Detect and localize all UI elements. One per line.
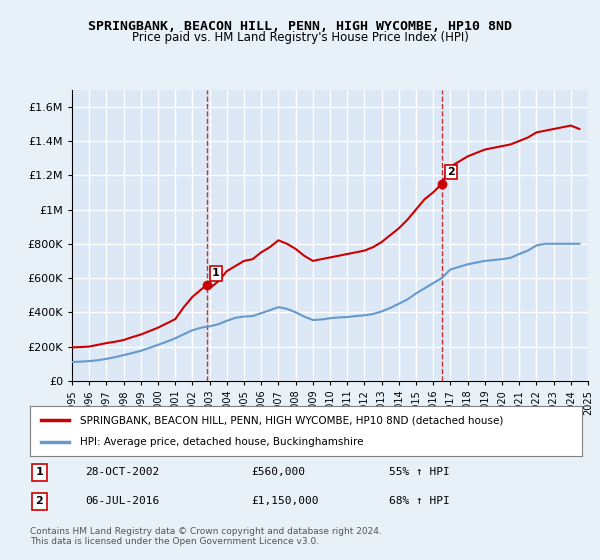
Text: SPRINGBANK, BEACON HILL, PENN, HIGH WYCOMBE, HP10 8ND: SPRINGBANK, BEACON HILL, PENN, HIGH WYCO… — [88, 20, 512, 32]
Text: 55% ↑ HPI: 55% ↑ HPI — [389, 467, 449, 477]
Text: £1,150,000: £1,150,000 — [251, 496, 319, 506]
Text: £560,000: £560,000 — [251, 467, 305, 477]
Text: 06-JUL-2016: 06-JUL-2016 — [85, 496, 160, 506]
Text: Price paid vs. HM Land Registry's House Price Index (HPI): Price paid vs. HM Land Registry's House … — [131, 31, 469, 44]
Text: 2: 2 — [447, 167, 455, 178]
Text: 1: 1 — [35, 467, 43, 477]
Text: 2: 2 — [35, 496, 43, 506]
Text: HPI: Average price, detached house, Buckinghamshire: HPI: Average price, detached house, Buck… — [80, 437, 363, 447]
Text: 28-OCT-2002: 28-OCT-2002 — [85, 467, 160, 477]
Text: Contains HM Land Registry data © Crown copyright and database right 2024.
This d: Contains HM Land Registry data © Crown c… — [30, 526, 382, 546]
Text: SPRINGBANK, BEACON HILL, PENN, HIGH WYCOMBE, HP10 8ND (detached house): SPRINGBANK, BEACON HILL, PENN, HIGH WYCO… — [80, 415, 503, 425]
Text: 68% ↑ HPI: 68% ↑ HPI — [389, 496, 449, 506]
Text: 1: 1 — [212, 268, 220, 278]
